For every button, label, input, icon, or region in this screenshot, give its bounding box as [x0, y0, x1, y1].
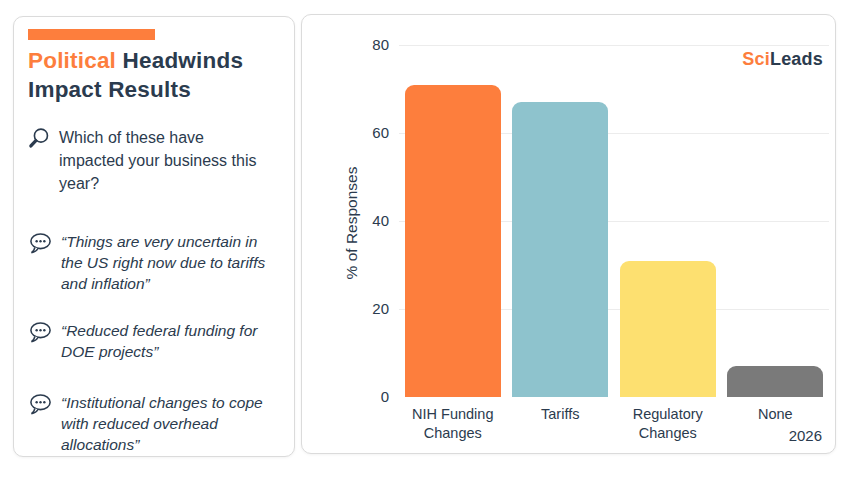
bar-regulatory-changes [620, 261, 716, 397]
speech-bubble-icon [28, 232, 53, 260]
bar-nih-funding-changes [405, 85, 501, 397]
footer-year: 2026 [789, 427, 822, 444]
y-tick-label: 0 [351, 387, 389, 407]
y-tick-label: 20 [351, 299, 389, 319]
x-category-label: NIH Funding Changes [393, 405, 513, 443]
quote-text: “Institutional changes to cope with redu… [61, 392, 282, 455]
bar-none [727, 366, 823, 397]
quote-text: “Reduced federal funding for DOE project… [61, 320, 282, 362]
title-accent-word: Political [28, 48, 116, 73]
bar-tariffs [512, 102, 608, 397]
plot-area: % of Responses 020406080NIH Funding Chan… [399, 45, 829, 397]
gridline [399, 45, 829, 46]
y-tick-label: 80 [351, 35, 389, 55]
y-tick-label: 40 [351, 211, 389, 231]
quote-row: “Reduced federal funding for DOE project… [28, 320, 282, 362]
quote-row: “Institutional changes to cope with redu… [28, 392, 282, 455]
speech-bubble-icon [28, 393, 53, 421]
y-tick-label: 60 [351, 123, 389, 143]
chart-panel: SciLeads % of Responses 020406080NIH Fun… [301, 14, 836, 454]
survey-question-row: Which of these have impacted your busine… [28, 126, 282, 195]
x-category-label: Regulatory Changes [608, 405, 728, 443]
page-title: Political Headwinds Impact Results [28, 46, 263, 104]
x-category-label: None [715, 405, 835, 424]
accent-bar [28, 29, 155, 40]
survey-question: Which of these have impacted your busine… [59, 126, 264, 195]
quote-row: “Things are very uncertain in the US rig… [28, 231, 282, 294]
info-panel: Political Headwinds Impact Results Which… [13, 16, 295, 457]
magnifier-icon [28, 127, 51, 154]
speech-bubble-icon [28, 321, 53, 349]
x-category-label: Tariffs [500, 405, 620, 424]
quote-text: “Things are very uncertain in the US rig… [61, 231, 282, 294]
